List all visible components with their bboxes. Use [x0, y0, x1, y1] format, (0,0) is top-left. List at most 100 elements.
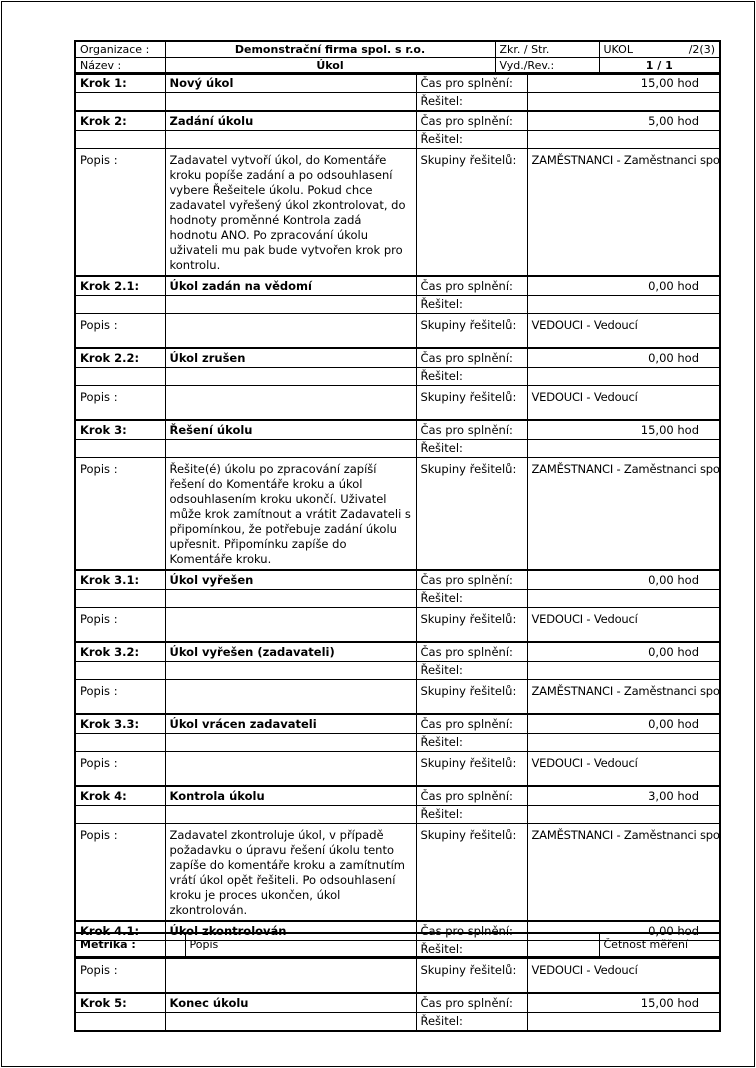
empty-cell — [74, 805, 166, 824]
description-text: Zadavatel vytvoří úkol, do Komentáře kro… — [164, 148, 417, 277]
step-number: Krok 1: — [74, 72, 166, 93]
zkr-label: Zkr. / Str. — [494, 40, 600, 58]
description-text: Zadavatel zkontroluje úkol, v případě po… — [164, 823, 417, 922]
step-title: Kontrola úkolu — [164, 785, 417, 806]
step-number: Krok 5: — [74, 992, 166, 1013]
step-title: Nový úkol — [164, 72, 417, 93]
step-number: Krok 2: — [74, 110, 166, 131]
time-value: 0,00 hod — [526, 641, 721, 662]
metrics-desc: Popis — [184, 932, 600, 958]
org-label: Organizace : — [74, 40, 166, 58]
step-row: Krok 3.2: Úkol vyřešen (zadavateli) Čas pr… — [74, 641, 721, 662]
time-label: Čas pro splnění: — [415, 419, 528, 440]
description-row: Popis : Zadavatel zkontroluje úkol, v pří… — [74, 823, 721, 922]
empty-cell — [164, 439, 417, 458]
empty-cell — [164, 589, 417, 608]
empty-cell — [164, 130, 417, 149]
solver-row: Řešitel: — [74, 805, 721, 824]
description-row: Popis : Skupiny řešitelů: ZAMĚSTNANCI - Za… — [74, 679, 721, 715]
groups-value: VEDOUCI - Vedoucí — [526, 958, 721, 994]
solver-row: Řešitel: — [74, 92, 721, 112]
groups-label: Skupiny řešitelů: — [415, 457, 528, 571]
groups-value: VEDOUCI - Vedoucí — [526, 607, 721, 643]
description-label: Popis : — [74, 313, 166, 349]
solver-value — [526, 367, 721, 386]
empty-cell — [74, 295, 166, 314]
empty-cell — [164, 661, 417, 680]
solver-row: Řešitel: — [74, 130, 721, 149]
step-row: Krok 3.3: Úkol vrácen zadavateli Čas pro s… — [74, 713, 721, 734]
solver-label: Řešitel: — [415, 733, 528, 752]
step-number: Krok 2.1: — [74, 275, 166, 296]
description-text — [164, 607, 417, 643]
solver-value — [526, 130, 721, 149]
time-label: Čas pro splnění: — [415, 275, 528, 296]
description-text — [164, 751, 417, 787]
time-value: 3,00 hod — [526, 785, 721, 806]
time-value: 15,00 hod — [526, 992, 721, 1013]
solver-row: Řešitel: — [74, 589, 721, 608]
time-label: Čas pro splnění: — [415, 110, 528, 131]
page-value: /2(3) — [688, 43, 715, 56]
solver-row: Řešitel: — [74, 1012, 721, 1032]
empty-cell — [74, 130, 166, 149]
description-row: Popis : Skupiny řešitelů: VEDOUCI - Vedouc… — [74, 751, 721, 787]
step-title: Úkol zadán na vědomí — [164, 275, 417, 296]
empty-cell — [164, 92, 417, 112]
description-row: Popis : Skupiny řešitelů: VEDOUCI - Vedouc… — [74, 385, 721, 421]
solver-value — [526, 805, 721, 824]
groups-label: Skupiny řešitelů: — [415, 313, 528, 349]
solver-label: Řešitel: — [415, 661, 528, 680]
solver-label: Řešitel: — [415, 367, 528, 386]
groups-value: ZAMĚSTNANCI - Zaměstnanci společno — [526, 679, 721, 715]
empty-cell — [164, 733, 417, 752]
step-row: Krok 1: Nový úkol Čas pro splnění: 15,00 ho… — [74, 72, 721, 93]
step-title: Úkol vyřešen (zadavateli) — [164, 641, 417, 662]
solver-label: Řešitel: — [415, 805, 528, 824]
description-row: Popis : Skupiny řešitelů: VEDOUCI - Vedouc… — [74, 313, 721, 349]
description-row: Popis : Skupiny řešitelů: VEDOUCI - Vedouc… — [74, 607, 721, 643]
groups-label: Skupiny řešitelů: — [415, 751, 528, 787]
step-number: Krok 3: — [74, 419, 166, 440]
metrics-table: Metrika : Popis Četnost měření — [74, 932, 721, 958]
description-label: Popis : — [74, 457, 166, 571]
groups-value: ZAMĚSTNANCI - Zaměstnanci společno — [526, 823, 721, 922]
groups-value: VEDOUCI - Vedoucí — [526, 313, 721, 349]
description-row: Popis : Skupiny řešitelů: VEDOUCI - Vedouc… — [74, 958, 721, 994]
step-row: Krok 5: Konec úkolu Čas pro splnění: 15,00 … — [74, 992, 721, 1013]
step-title: Zadání úkolu — [164, 110, 417, 131]
solver-row: Řešitel: — [74, 439, 721, 458]
description-label: Popis : — [74, 679, 166, 715]
empty-cell — [164, 295, 417, 314]
step-number: Krok 4: — [74, 785, 166, 806]
solver-value — [526, 661, 721, 680]
time-value: 0,00 hod — [526, 275, 721, 296]
step-row: Krok 2.1: Úkol zadán na vědomí Čas pro spl… — [74, 275, 721, 296]
solver-row: Řešitel: — [74, 295, 721, 314]
time-label: Čas pro splnění: — [415, 347, 528, 368]
solver-value — [526, 295, 721, 314]
empty-cell — [74, 367, 166, 386]
time-value: 5,00 hod — [526, 110, 721, 131]
description-text — [164, 958, 417, 994]
time-value: 15,00 hod — [526, 419, 721, 440]
step-row: Krok 2.2: Úkol zrušen Čas pro splnění: 0,00… — [74, 347, 721, 368]
step-number: Krok 2.2: — [74, 347, 166, 368]
empty-cell — [74, 661, 166, 680]
document-header: Organizace : Demonstrační firma spol. s … — [74, 40, 721, 75]
solver-value — [526, 1012, 721, 1032]
solver-row: Řešitel: — [74, 733, 721, 752]
time-value: 0,00 hod — [526, 713, 721, 734]
empty-cell — [164, 1012, 417, 1032]
groups-label: Skupiny řešitelů: — [415, 958, 528, 994]
empty-cell — [164, 805, 417, 824]
groups-label: Skupiny řešitelů: — [415, 679, 528, 715]
solver-value — [526, 589, 721, 608]
description-text: Řešite(é) úkolu po zpracování zapíší řeš… — [164, 457, 417, 571]
description-label: Popis : — [74, 148, 166, 277]
step-row: Krok 2: Zadání úkolu Čas pro splnění: 5,00 … — [74, 110, 721, 131]
solver-label: Řešitel: — [415, 589, 528, 608]
time-label: Čas pro splnění: — [415, 641, 528, 662]
description-row: Popis : Zadavatel vytvoří úkol, do Koment… — [74, 148, 721, 277]
